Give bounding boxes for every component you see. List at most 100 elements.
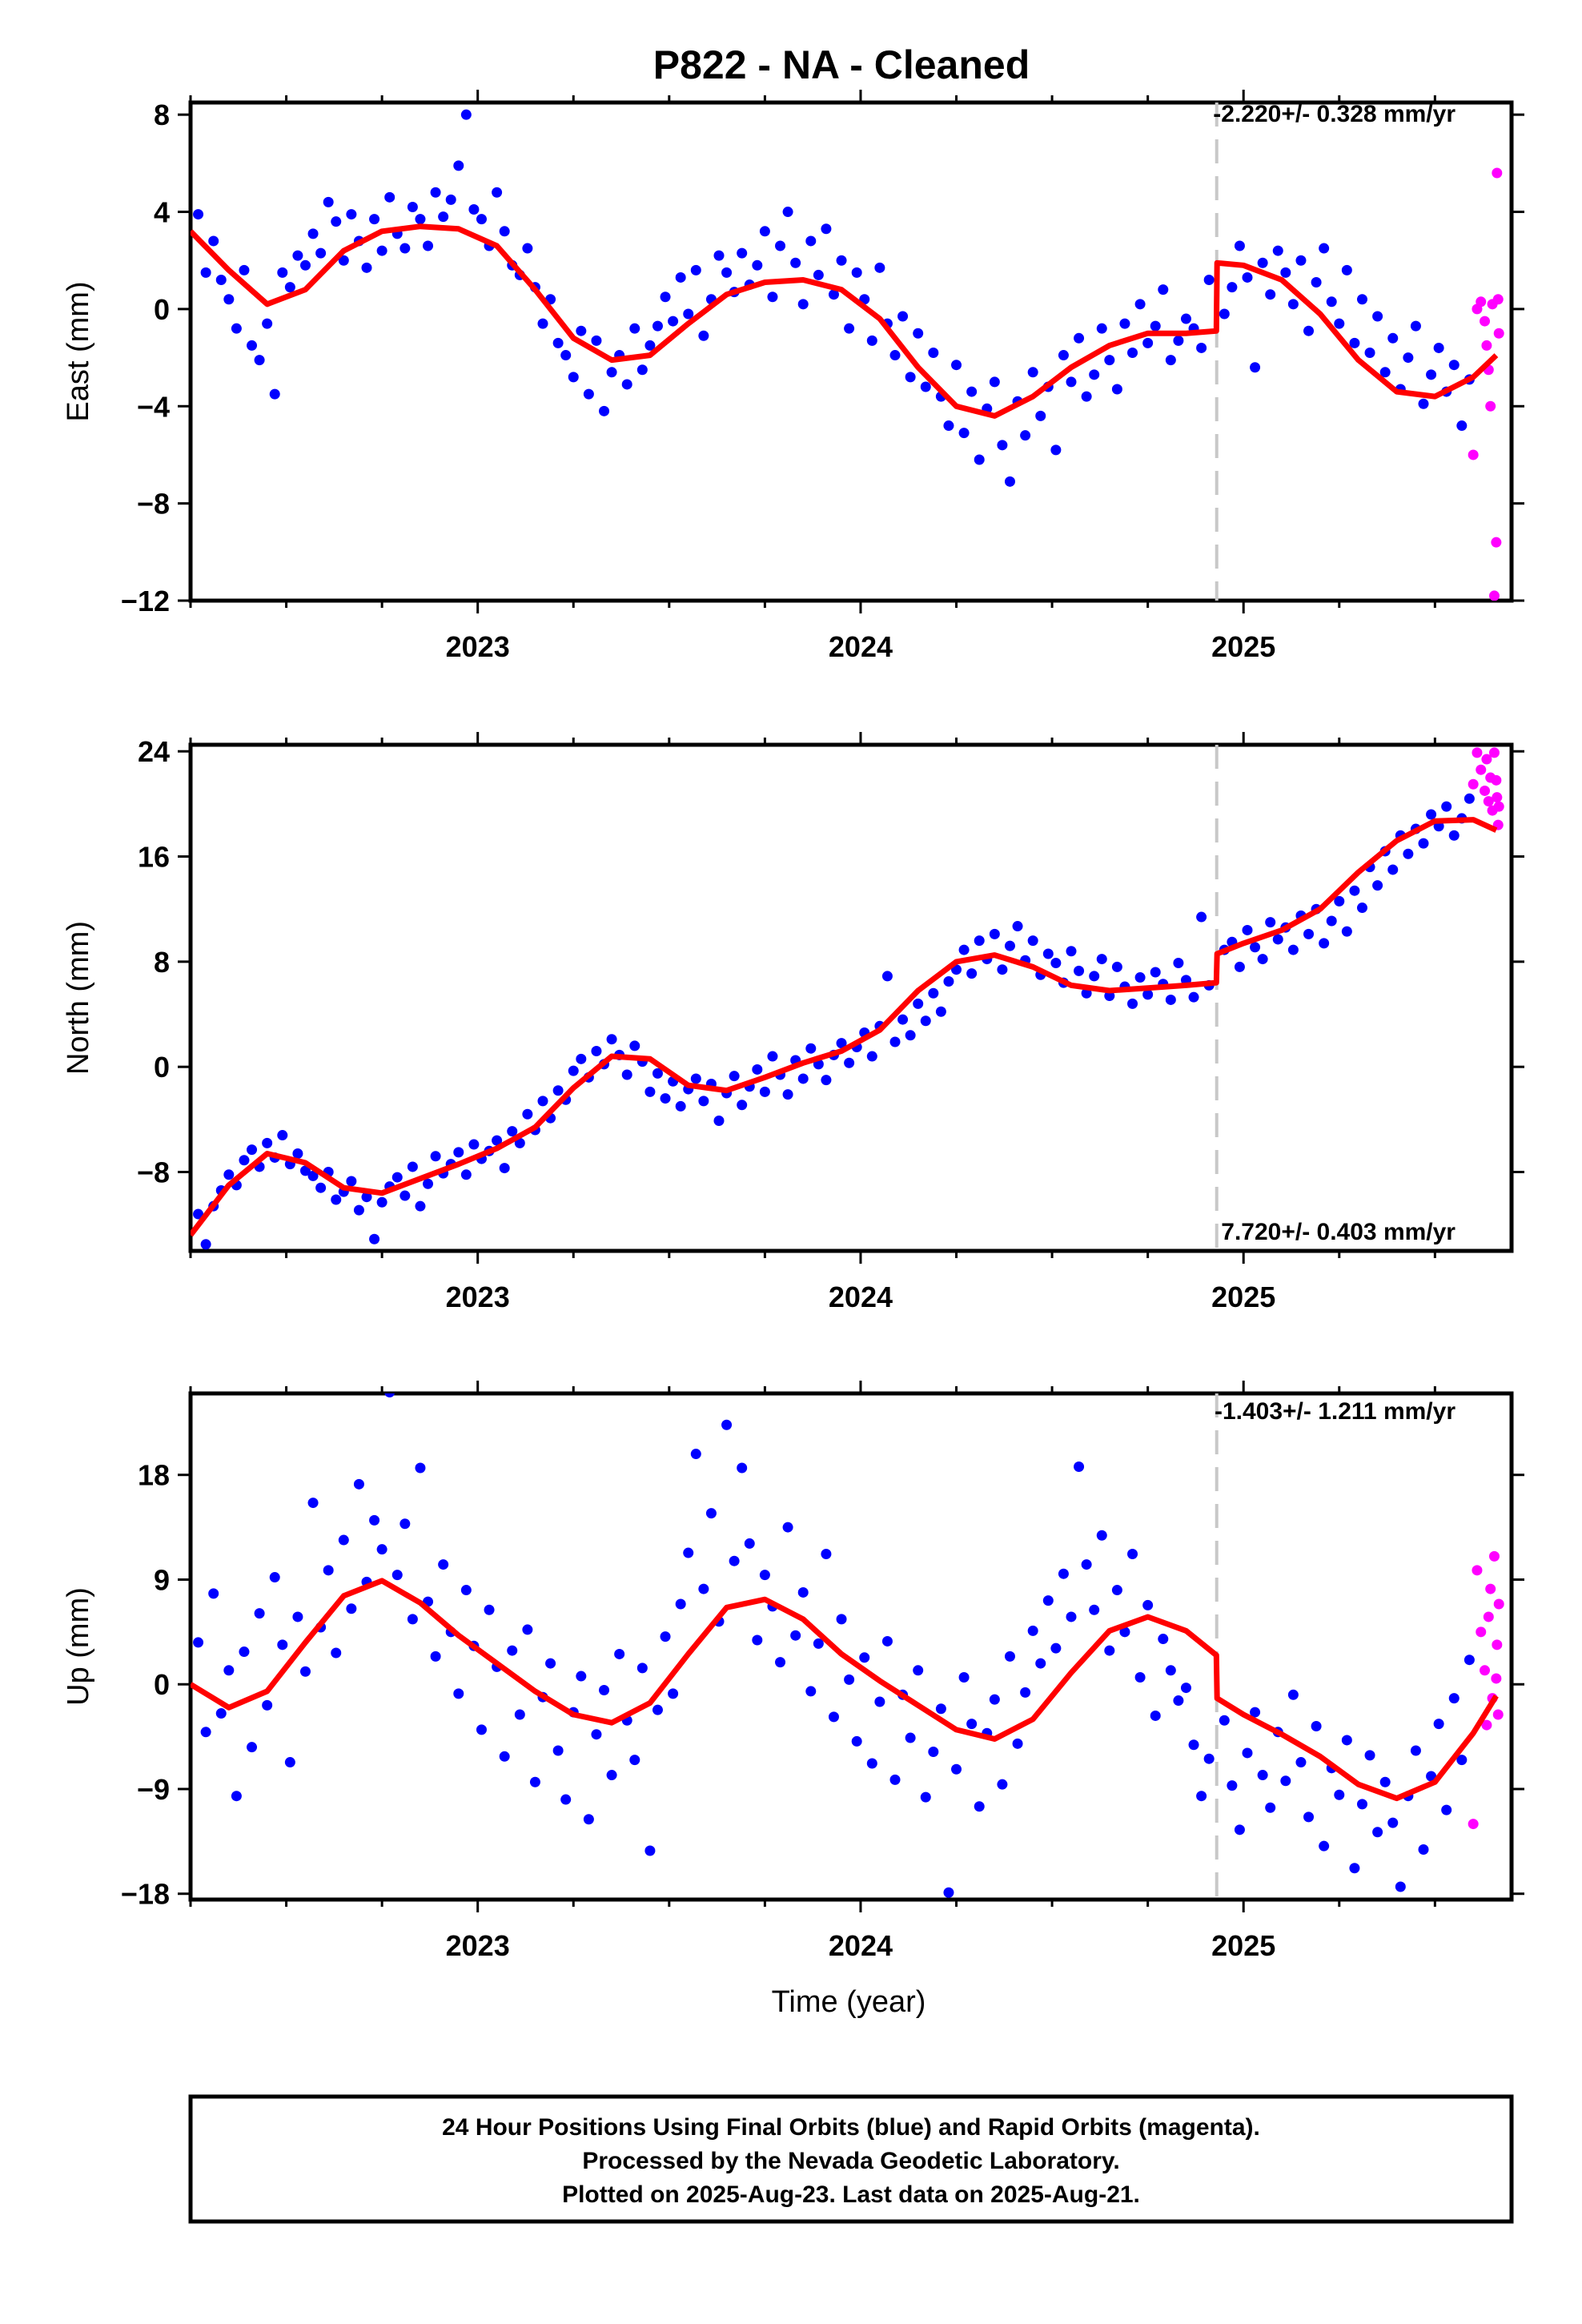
rapid-point xyxy=(1468,778,1479,790)
final-point xyxy=(836,1038,847,1049)
final-point xyxy=(690,1073,701,1084)
final-point xyxy=(453,1688,464,1699)
final-point xyxy=(438,1559,449,1570)
x-tick-label: 2023 xyxy=(446,630,510,663)
final-point xyxy=(299,1165,311,1176)
final-point xyxy=(193,209,204,220)
final-point xyxy=(376,245,387,256)
final-point xyxy=(247,1144,258,1156)
y-axis-label: North (mm) xyxy=(62,921,95,1075)
final-point xyxy=(1372,880,1383,891)
rate-annotation: 7.720+/- 0.403 mm/yr xyxy=(1221,1219,1456,1245)
final-point xyxy=(690,264,701,275)
final-point xyxy=(1058,350,1069,361)
final-point xyxy=(652,1704,663,1715)
model-line xyxy=(191,223,1499,419)
final-point xyxy=(223,294,235,305)
final-point xyxy=(636,364,648,376)
final-point xyxy=(752,1634,763,1646)
final-point xyxy=(292,1148,303,1160)
final-point xyxy=(353,1204,364,1216)
final-point xyxy=(629,323,640,334)
final-point xyxy=(476,1724,487,1735)
footer-box: 24 Hour Positions Using Final Orbits (bl… xyxy=(188,2094,1514,2224)
final-point xyxy=(1020,1687,1031,1698)
final-point xyxy=(974,1801,985,1812)
final-point xyxy=(828,289,839,300)
final-point xyxy=(1265,289,1276,300)
final-point xyxy=(529,1776,540,1787)
final-point xyxy=(721,1419,733,1430)
final-point xyxy=(913,328,924,339)
final-point xyxy=(713,250,725,261)
final-point xyxy=(1127,998,1138,1009)
final-point xyxy=(560,1794,572,1805)
final-point xyxy=(1311,277,1322,288)
final-point xyxy=(782,1522,793,1533)
final-point xyxy=(231,1791,242,1802)
final-point xyxy=(1341,264,1352,275)
final-point xyxy=(813,269,824,280)
final-point xyxy=(400,1190,411,1201)
y-tick-label: 8 xyxy=(154,946,170,979)
final-point xyxy=(866,1051,877,1062)
final-point xyxy=(821,1075,832,1086)
final-point xyxy=(1242,1747,1253,1759)
final-point xyxy=(338,1534,349,1546)
final-point xyxy=(384,1393,396,1398)
final-point xyxy=(744,1538,755,1549)
final-point xyxy=(844,323,855,334)
final-point xyxy=(560,350,572,361)
final-point xyxy=(1104,1645,1115,1656)
final-point xyxy=(1349,1863,1360,1874)
final-point xyxy=(1165,1665,1176,1676)
final-point xyxy=(1265,917,1276,928)
rapid-point xyxy=(1493,328,1504,339)
final-point xyxy=(675,271,686,283)
final-point xyxy=(1334,895,1345,907)
y-tick-label: 0 xyxy=(154,293,170,326)
final-point xyxy=(729,1071,740,1082)
final-point xyxy=(913,1665,924,1676)
rapid-point xyxy=(1491,537,1502,548)
footer-frame xyxy=(188,2094,1514,2224)
final-point xyxy=(583,388,594,400)
final-point xyxy=(254,1608,265,1619)
final-point xyxy=(1441,801,1452,812)
final-point xyxy=(1081,1559,1092,1570)
panel-up: 2023 2024 2025 18 9 0 −9 −18 Up (mm) -1.403+/- 1.… xyxy=(62,1381,1524,1962)
final-point xyxy=(1426,1771,1437,1782)
final-point xyxy=(966,386,978,397)
final-point xyxy=(1319,243,1330,254)
final-point xyxy=(1257,954,1268,965)
final-point xyxy=(759,1086,770,1097)
final-point xyxy=(307,228,319,239)
rapid-point xyxy=(1472,747,1483,758)
final-point xyxy=(1303,928,1315,939)
final-point xyxy=(1418,398,1429,409)
final-point xyxy=(247,1742,258,1753)
final-point xyxy=(315,1182,327,1193)
final-point xyxy=(1403,352,1414,364)
final-point xyxy=(1196,342,1207,353)
final-point xyxy=(1272,245,1283,256)
final-point xyxy=(200,1239,211,1250)
final-point xyxy=(759,226,770,237)
final-point xyxy=(866,1758,877,1769)
final-point xyxy=(752,259,763,271)
final-point xyxy=(545,1658,556,1669)
final-point xyxy=(1341,1735,1352,1746)
final-point xyxy=(1303,1811,1315,1823)
final-point xyxy=(1234,1824,1245,1835)
final-point xyxy=(1012,921,1023,932)
final-point xyxy=(1303,325,1315,336)
y-axis-label: Up (mm) xyxy=(62,1587,95,1706)
final-point xyxy=(1096,1530,1107,1541)
x-tick-label: 2025 xyxy=(1211,1281,1275,1313)
final-point xyxy=(1379,367,1391,378)
final-point xyxy=(1341,926,1352,937)
final-point xyxy=(844,1674,855,1685)
final-point xyxy=(1387,332,1399,344)
y-tick-label: −9 xyxy=(137,1773,170,1806)
final-point xyxy=(989,1694,1000,1705)
